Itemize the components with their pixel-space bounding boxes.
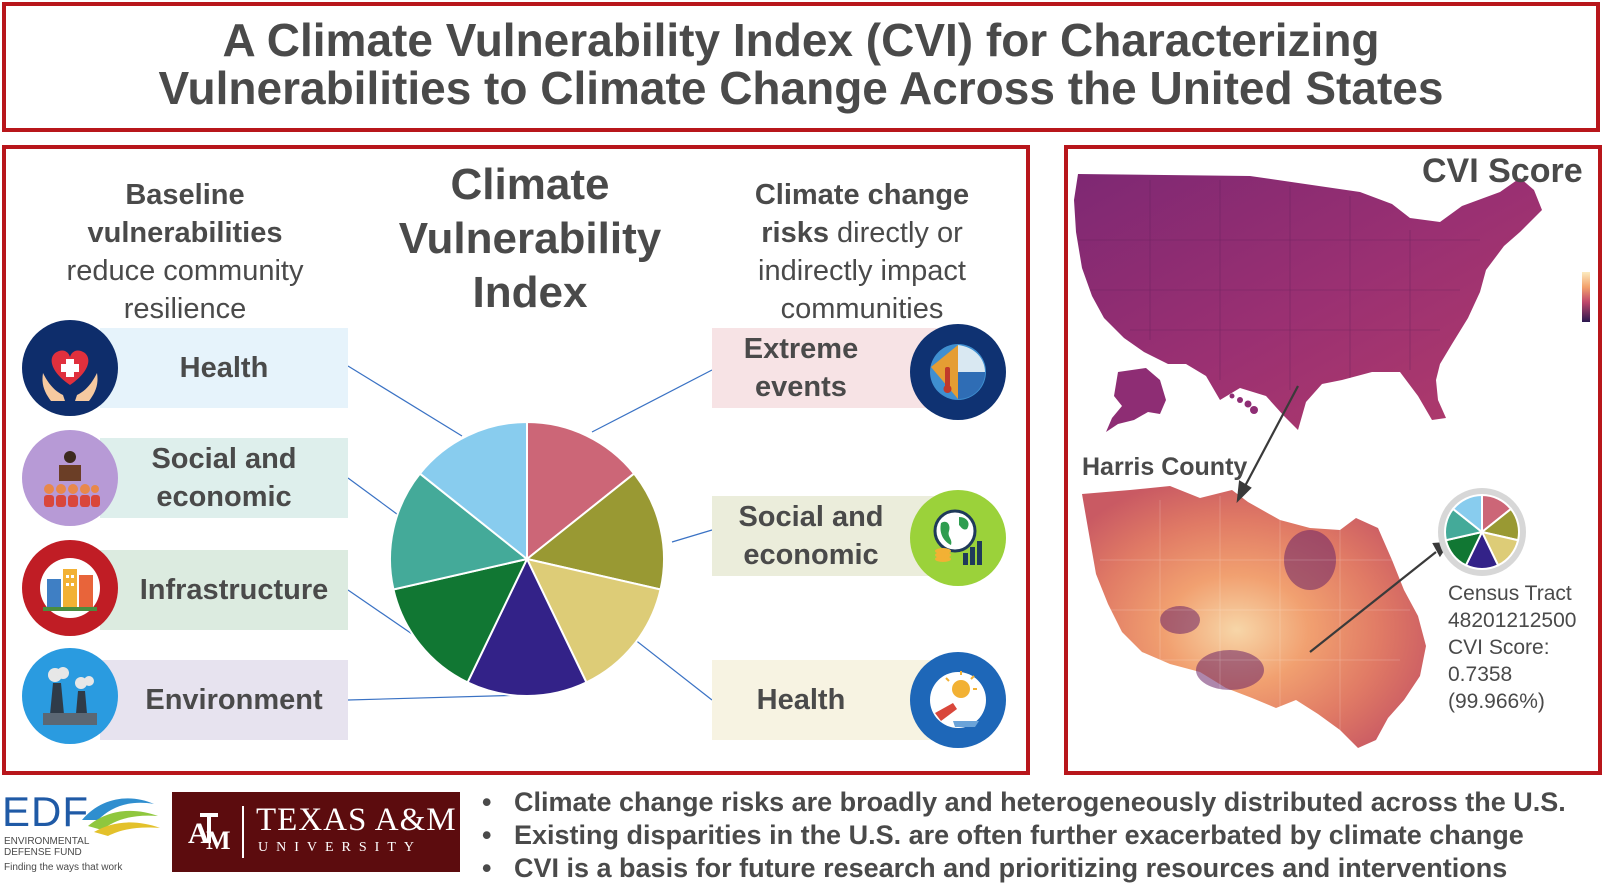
tamu-sub: UNIVERSITY	[258, 840, 422, 855]
map-title: CVI Score	[1422, 152, 1583, 190]
baseline-item-environment: Environment	[100, 660, 348, 740]
tamu-divider	[242, 806, 244, 858]
extreme-weather-icon	[910, 324, 1006, 420]
key-finding: Climate change risks are broadly and het…	[478, 786, 1598, 819]
edf-logo: EDF ENVIRONMENTAL DEFENSE FUND Finding t…	[2, 786, 162, 880]
heat-health-icon	[910, 652, 1006, 748]
baseline-item-label: Health	[179, 352, 269, 384]
tamu-logo: A M TEXAS A&M UNIVERSITY	[172, 792, 460, 872]
key-finding: Existing disparities in the U.S. are oft…	[478, 819, 1598, 852]
factory-smoke-icon	[22, 648, 118, 744]
risk-item-extreme-events: Extreme events	[712, 328, 940, 408]
cvi-map-panel	[1064, 145, 1602, 775]
tract-info: Census Tract 48201212500 CVI Score: 0.73…	[1448, 580, 1576, 715]
baseline-item-infrastructure: Infrastructure	[100, 550, 348, 630]
baseline-heading-rest: reduce community resilience	[66, 255, 304, 325]
city-buildings-icon	[22, 540, 118, 636]
title-box: A Climate Vulnerability Index (CVI) for …	[2, 2, 1600, 132]
county-label: Harris County	[1082, 453, 1248, 481]
baseline-item-social: Social and economic	[100, 438, 348, 518]
baseline-heading: Baseline vulnerabilities reduce communit…	[40, 176, 330, 328]
risk-heading: Climate change risks directly or indirec…	[732, 176, 992, 328]
tamu-name: TEXAS A&M	[256, 802, 457, 838]
edf-name-2: DEFENSE FUND	[4, 847, 82, 858]
key-finding: CVI is a basis for future research and p…	[478, 852, 1598, 885]
page-title: A Climate Vulnerability Index (CVI) for …	[158, 14, 1444, 114]
tract-id: 48201212500	[1448, 609, 1577, 632]
tract-label: Census Tract	[1448, 582, 1572, 605]
baseline-item-label: Social and economic	[151, 443, 297, 513]
baseline-item-label: Infrastructure	[139, 574, 329, 606]
risk-heading-bold-1: Climate change	[754, 179, 970, 211]
globe-finance-icon	[910, 490, 1006, 586]
risk-heading-rest: directly or indirectly impact communitie…	[758, 217, 966, 325]
cvi-heading: Climate Vulnerability Index	[398, 160, 662, 317]
edf-tagline: Finding the ways that work	[4, 862, 123, 873]
score-value: 0.7358	[1448, 663, 1513, 686]
baseline-item-health: Health	[100, 328, 348, 408]
edf-short: EDF	[2, 788, 89, 835]
risk-item-label: Extreme events	[743, 333, 859, 403]
risk-item-social: Social and economic	[712, 496, 940, 576]
baseline-heading-bold: Baseline vulnerabilities	[87, 179, 283, 249]
tamu-atm-icon: A M	[188, 813, 231, 855]
svg-text:A: A	[188, 817, 210, 850]
score-percentile: (99.966%)	[1448, 690, 1545, 713]
edf-swoosh-icon	[82, 798, 160, 836]
edf-name-1: ENVIRONMENTAL	[4, 836, 90, 847]
health-hands-icon	[22, 320, 118, 416]
cvi-framework-panel	[2, 145, 1030, 775]
risk-heading-bold-2: risks	[761, 217, 829, 249]
risk-item-label: Social and economic	[738, 501, 884, 571]
risk-item-label: Health	[756, 684, 846, 716]
score-label: CVI Score:	[1448, 636, 1550, 659]
key-findings-list: Climate change risks are broadly and het…	[478, 786, 1598, 885]
baseline-item-label: Environment	[145, 684, 323, 716]
risk-item-health: Health	[712, 660, 940, 740]
community-people-icon	[22, 430, 118, 526]
